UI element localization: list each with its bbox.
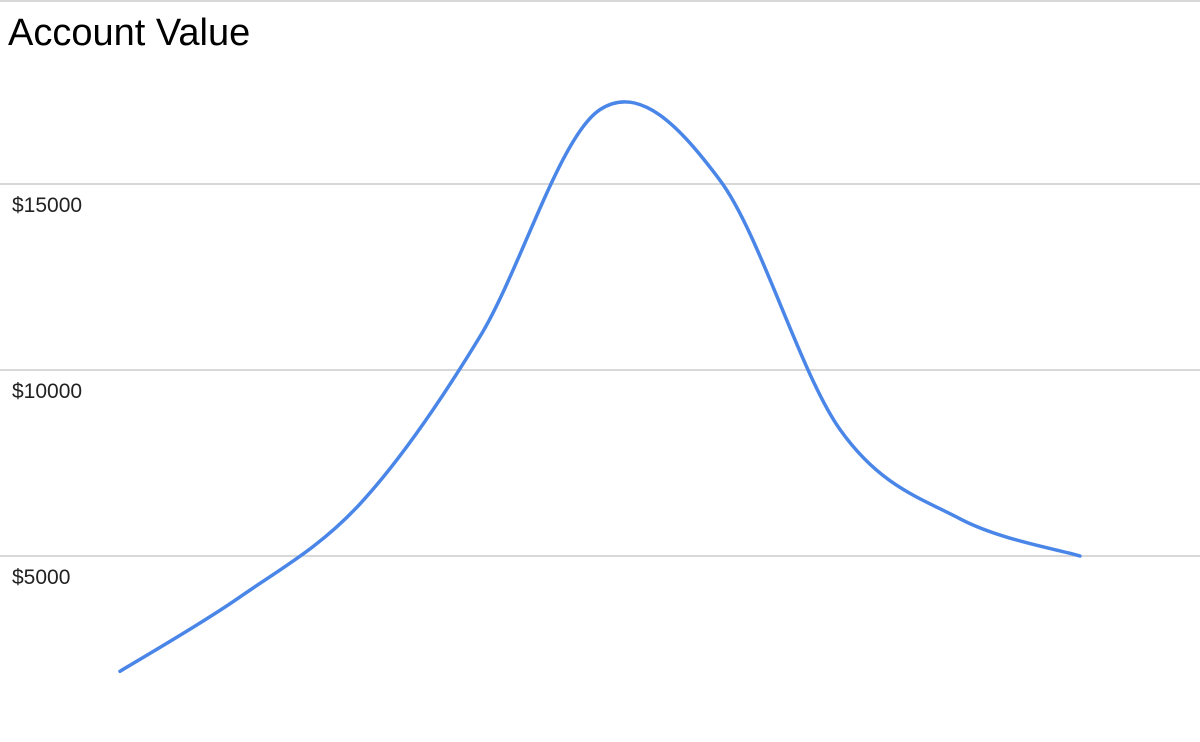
chart-title: Account Value [8, 12, 250, 54]
y-tick-label: $15000 [12, 194, 82, 217]
y-tick-label: $5000 [12, 566, 70, 589]
y-axis-tick-labels: $5000 $10000 $15000 [12, 194, 82, 589]
gridlines [0, 183, 1200, 557]
series-line [118, 100, 1082, 674]
series-lines [118, 100, 1082, 674]
y-tick-label: $10000 [12, 380, 82, 403]
